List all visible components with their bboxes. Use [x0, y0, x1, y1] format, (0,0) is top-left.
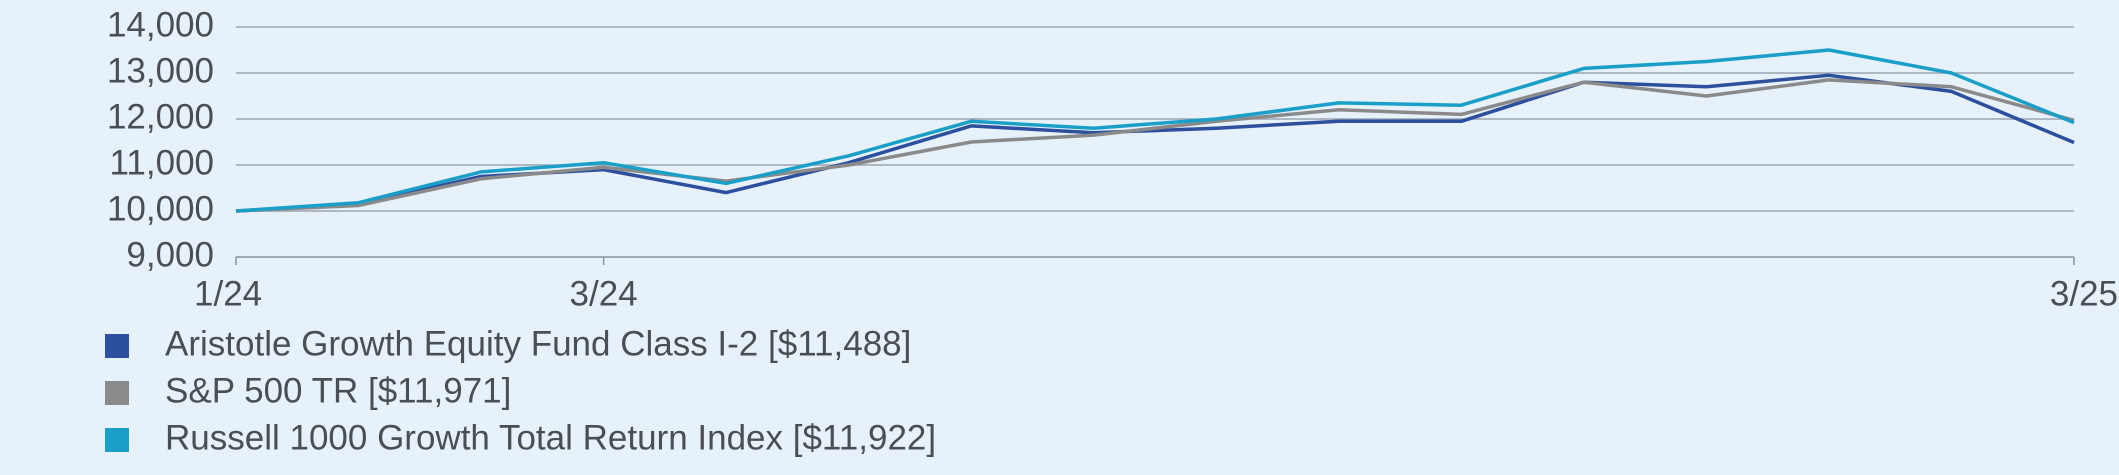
legend-swatch [105, 381, 129, 405]
y-tick-label: 13,000 [107, 51, 214, 90]
legend-swatch [105, 428, 129, 452]
y-tick-label: 12,000 [107, 97, 214, 136]
series-line [235, 48, 2075, 213]
y-tick-label: 11,000 [110, 143, 214, 182]
x-tick-label: 3/24 [570, 274, 638, 313]
x-tick-label: 1/24 [194, 274, 262, 313]
legend-label: Russell 1000 Growth Total Return Index [… [165, 418, 936, 457]
series-line [235, 73, 2075, 213]
legend-label: Aristotle Growth Equity Fund Class I-2 [… [165, 324, 911, 363]
y-tick-label: 9,000 [126, 235, 214, 274]
legend-label: S&P 500 TR [$11,971] [165, 371, 511, 410]
y-tick-label: 14,000 [107, 5, 214, 44]
series-line [235, 78, 2075, 213]
y-tick-label: 10,000 [107, 189, 214, 228]
legend-swatch [105, 334, 129, 358]
x-tick-label: 3/25 [2050, 274, 2118, 313]
